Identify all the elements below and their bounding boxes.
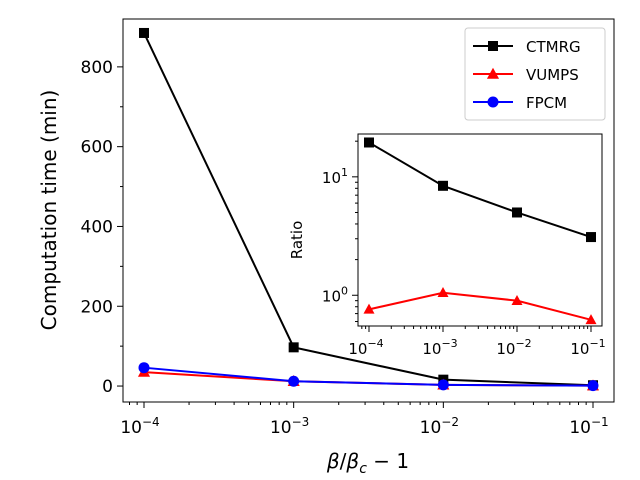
- inset-data-point-1: [437, 287, 449, 298]
- inset-y-tick-label: 100: [322, 284, 348, 305]
- main-y-tick-label: 400: [81, 217, 113, 237]
- series-line-ctmrg: [143, 32, 594, 387]
- main-y-tick-label: 800: [81, 58, 113, 78]
- inset-data-point-0: [512, 207, 522, 218]
- inset-plot-layer: 100 101 10−4 10−3 10−2 10−1: [322, 137, 606, 358]
- main-y-tick-label: 200: [81, 297, 113, 317]
- legend-box: [464, 27, 606, 121]
- inset-x-tick-label: 10−3: [422, 337, 457, 358]
- inset-series-line-0: [368, 141, 592, 239]
- inset-y-tick-label: 101: [322, 166, 348, 187]
- legend-label-ctmrg: CTMRG: [526, 38, 581, 56]
- main-x-axis-label: β/βc − 1: [326, 449, 409, 477]
- inset-data-point-1: [511, 294, 523, 305]
- legend-marker-ctmrg: [488, 41, 498, 51]
- inset-data-point-1: [363, 303, 375, 314]
- legend-marker-fpcm: [487, 96, 499, 108]
- main-x-tick-label: 10−4: [120, 415, 159, 438]
- main-x-tick-label: 10−3: [270, 415, 309, 438]
- main-plot-layer: 0 200 400 600 800 10−4 10−3 10−2 10−1: [81, 27, 609, 438]
- inset-x-tick-label: 10−4: [348, 337, 383, 358]
- inset-data-point-0: [438, 180, 448, 191]
- data-point-fpcm: [138, 362, 150, 374]
- data-point-ctmrg: [288, 342, 299, 353]
- main-y-axis-label: Computation time (min): [37, 90, 61, 331]
- inset-data-point-0: [364, 137, 374, 148]
- inset-plot-area: [357, 133, 603, 327]
- legend-label-fpcm: FPCM: [526, 94, 567, 112]
- main-x-tick-label: 10−1: [569, 415, 608, 438]
- inset-series-line-1: [368, 291, 592, 321]
- legend-items: CTMRG VUMPS FPCM: [473, 38, 581, 112]
- series-line-fpcm: [143, 366, 594, 387]
- data-point-fpcm: [437, 379, 449, 391]
- legend-marker-vumps: [486, 67, 500, 79]
- legend: CTMRG VUMPS FPCM: [464, 27, 606, 121]
- inset-data-point-1: [585, 314, 597, 325]
- inset-y-axis-label: Ratio: [288, 221, 306, 260]
- main-y-tick-label: 600: [81, 138, 113, 158]
- inset-data-point-0: [586, 232, 596, 243]
- main-x-tick-label: 10−2: [420, 415, 459, 438]
- data-point-fpcm: [587, 380, 599, 392]
- inset-x-tick-label: 10−1: [570, 337, 605, 358]
- legend-label-vumps: VUMPS: [526, 66, 579, 84]
- main-y-tick-label: 0: [102, 377, 113, 397]
- data-point-ctmrg: [139, 27, 149, 38]
- inset-x-tick-label: 10−2: [496, 337, 531, 358]
- data-point-fpcm: [288, 375, 300, 387]
